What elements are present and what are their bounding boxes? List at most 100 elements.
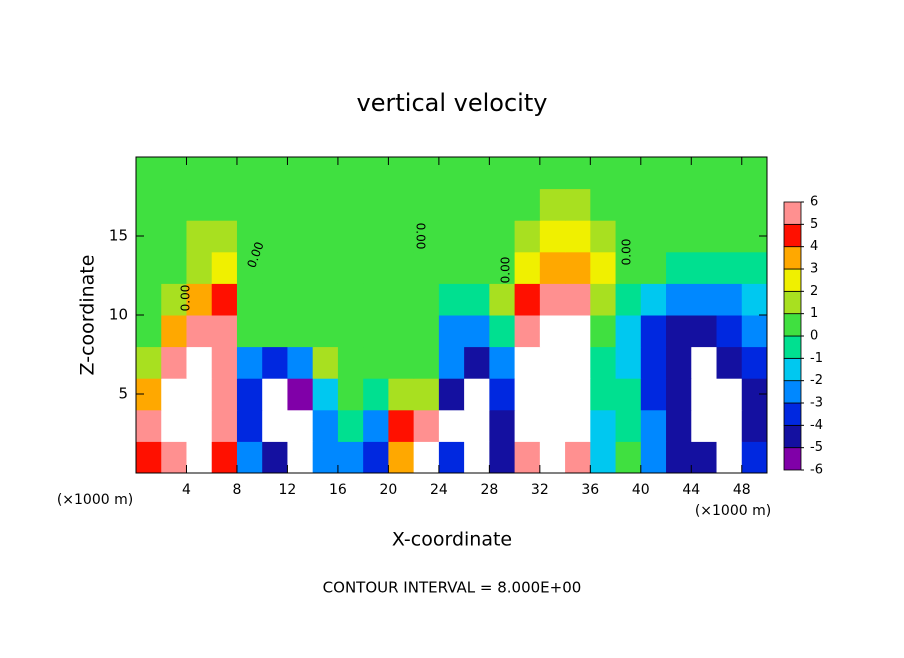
- cell: [136, 251, 162, 284]
- cell: [691, 157, 718, 190]
- cell: [236, 441, 263, 474]
- cell: [464, 346, 490, 379]
- cell: [136, 188, 162, 221]
- colorbar-swatch: [783, 447, 802, 471]
- cell: [388, 441, 415, 474]
- footer: CONTOUR INTERVAL = 8.000E+00: [323, 579, 582, 597]
- cell: [666, 346, 692, 379]
- cell: [691, 251, 718, 284]
- cell: [565, 315, 591, 348]
- cell: [236, 283, 263, 316]
- cell: [136, 441, 162, 474]
- cell: [413, 441, 440, 474]
- cell: [514, 157, 541, 190]
- cell: [741, 188, 768, 221]
- cell: [136, 409, 162, 442]
- colorbar-label: -6: [810, 463, 823, 478]
- cell: [413, 346, 440, 379]
- cell: [413, 378, 440, 411]
- cell: [666, 378, 692, 411]
- cell: [716, 283, 743, 316]
- cell: [741, 346, 768, 379]
- cell: [691, 283, 718, 316]
- cell: [539, 220, 566, 253]
- colorbar-label: -1: [810, 351, 823, 366]
- cell: [640, 188, 667, 221]
- cell: [262, 220, 288, 253]
- cell: [464, 157, 490, 190]
- cell: [337, 409, 364, 442]
- cell: [413, 251, 440, 284]
- y-tick-label: 5: [118, 385, 128, 403]
- cell: [691, 315, 718, 348]
- cell: [438, 220, 465, 253]
- cell: [615, 346, 642, 379]
- cell: [464, 251, 490, 284]
- cell: [438, 188, 465, 221]
- cell: [666, 157, 692, 190]
- x-tick-label: 32: [531, 482, 549, 498]
- cell: [136, 157, 162, 190]
- colorbar-label: -5: [810, 440, 823, 455]
- cell: [565, 409, 591, 442]
- cell: [136, 315, 162, 348]
- cell: [615, 283, 642, 316]
- field: [136, 157, 768, 474]
- cell: [438, 409, 465, 442]
- cell: [287, 346, 314, 379]
- colorbar-swatch: [783, 268, 802, 292]
- cell: [438, 157, 465, 190]
- overlay: 0.000.000.000.000.00: [135, 156, 768, 474]
- cell: [539, 346, 566, 379]
- x-tick-label: 36: [581, 482, 599, 498]
- y-axis-label: Z-coordinate: [77, 255, 99, 376]
- cell: [388, 315, 415, 348]
- cell: [287, 283, 314, 316]
- cell: [691, 378, 718, 411]
- cell: [666, 220, 692, 253]
- cell: [590, 220, 617, 253]
- cell: [236, 220, 263, 253]
- cell: [161, 441, 187, 474]
- colorbar-label: -2: [810, 373, 823, 388]
- cell: [666, 315, 692, 348]
- cell: [666, 251, 692, 284]
- colorbar-label: 6: [810, 195, 818, 210]
- cell: [640, 251, 667, 284]
- cell: [186, 346, 213, 379]
- cell: [539, 378, 566, 411]
- cell: [211, 251, 238, 284]
- cell: [236, 251, 263, 284]
- cell: [464, 378, 490, 411]
- cell: [337, 346, 364, 379]
- colorbar-label: -3: [810, 396, 823, 411]
- cell: [514, 220, 541, 253]
- colorbar-swatch: [783, 335, 802, 359]
- contour-label: 0.00: [499, 257, 513, 284]
- colorbar-label: -4: [810, 418, 823, 433]
- cell: [716, 251, 743, 284]
- chart-title: vertical velocity: [357, 89, 548, 117]
- cell: [489, 315, 516, 348]
- cell: [438, 441, 465, 474]
- cell: [262, 441, 288, 474]
- cell: [716, 315, 743, 348]
- cell: [236, 378, 263, 411]
- cell: [312, 251, 339, 284]
- cell: [363, 157, 389, 190]
- cell: [287, 378, 314, 411]
- cell: [161, 157, 187, 190]
- cell: [640, 378, 667, 411]
- cell: [211, 315, 238, 348]
- cell: [640, 409, 667, 442]
- cell: [186, 220, 213, 253]
- cell: [565, 283, 591, 316]
- cell: [388, 157, 415, 190]
- cell: [136, 283, 162, 316]
- cell: [464, 409, 490, 442]
- cell: [514, 251, 541, 284]
- x-tick-label: 4: [182, 482, 191, 498]
- cell: [413, 188, 440, 221]
- cell: [287, 315, 314, 348]
- cell: [262, 409, 288, 442]
